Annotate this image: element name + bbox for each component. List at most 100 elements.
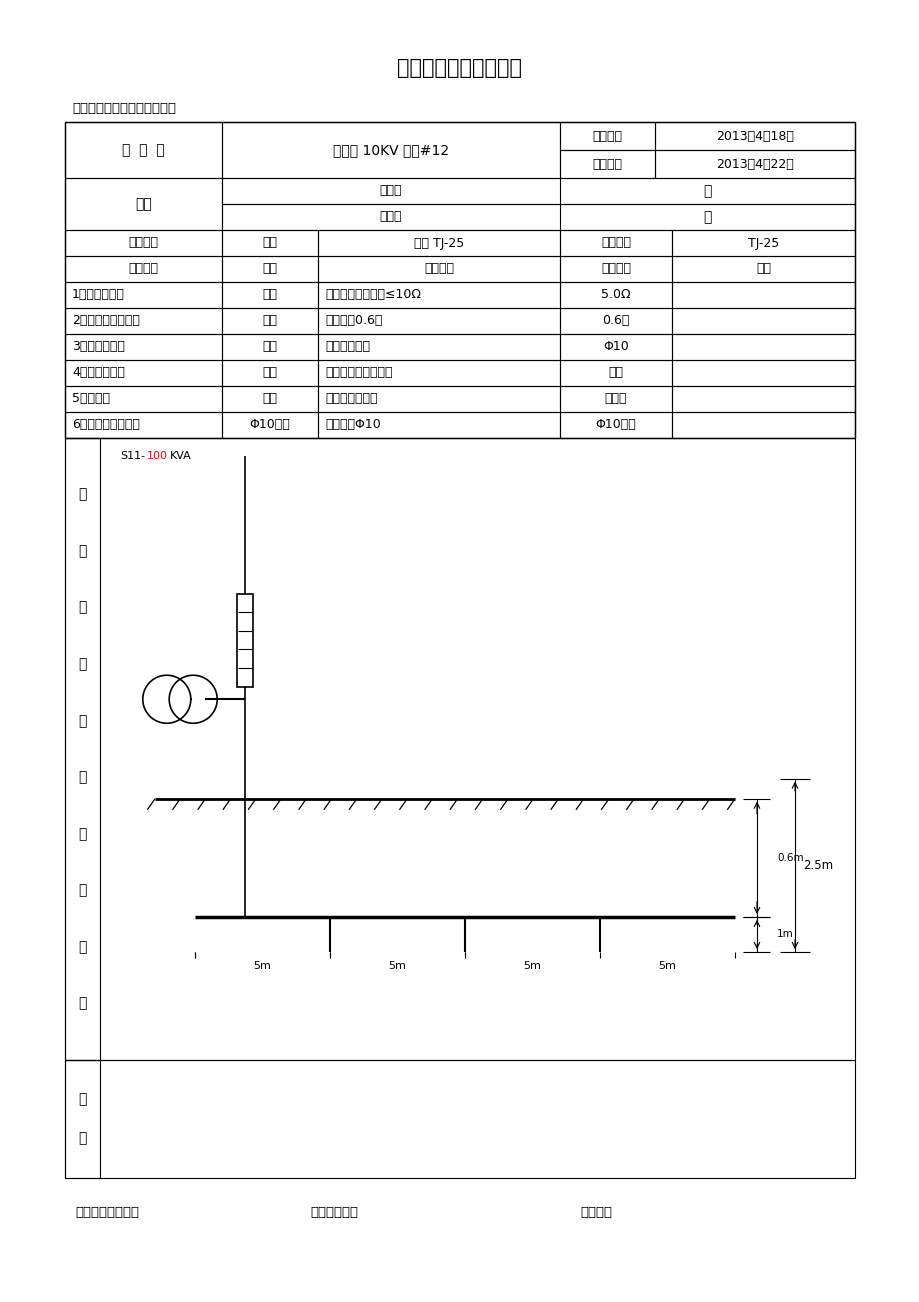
Text: 设计值：Φ10: 设计值：Φ10 [324,418,380,431]
Text: 线型 TJ-25: 线型 TJ-25 [414,237,463,250]
Text: 现场技术负责人：: 现场技术负责人： [75,1207,139,1220]
Bar [65,1060,854,1178]
Text: 接地形式: 接地形式 [129,237,158,250]
Text: 质量标准: 质量标准 [424,263,453,276]
Text: 图: 图 [78,996,86,1010]
Text: 3、引下线安装: 3、引下线安装 [72,341,125,354]
Bar [318,283,560,309]
Bar [221,309,318,335]
Text: 施工线型: 施工线型 [600,237,630,250]
Text: 4、引下线安装: 4、引下线安装 [72,366,125,379]
Bar [671,385,854,411]
Bar [237,594,253,686]
Text: 6、接地带材料规格: 6、接地带材料规格 [72,418,140,431]
Bar [221,178,854,204]
Text: 接地装置施工检查记录: 接地装置施工检查记录 [397,59,522,78]
Bar [560,150,654,178]
Text: 测量时: 测量时 [380,185,402,198]
Bar [221,385,318,411]
Text: 接地良好，工艺美观: 接地良好，工艺美观 [324,366,392,379]
Bar [65,256,221,283]
Bar [671,411,854,437]
Text: 一般: 一般 [262,341,278,354]
Text: 施工时: 施工时 [380,211,402,224]
Bar [560,256,671,283]
Text: 施工负责人：: 施工负责人： [310,1207,357,1220]
Text: 5、回填土: 5、回填土 [72,392,110,405]
Bar [65,359,221,385]
Text: 地: 地 [78,544,86,559]
Bar [560,309,671,335]
Bar [65,385,221,411]
Text: 2013年4月22日: 2013年4月22日 [715,158,793,171]
Text: 装: 装 [78,600,86,615]
Bar [654,150,854,178]
Text: S11-: S11- [119,450,145,461]
Bar [671,309,854,335]
Text: 5.0Ω: 5.0Ω [600,289,630,302]
Text: 5m: 5m [523,961,541,971]
Text: 简: 简 [78,940,86,954]
Text: 嘉漠村 10KV 支线#12: 嘉漠村 10KV 支线#12 [333,143,448,158]
Bar [560,385,671,411]
Bar [65,122,221,178]
Bar [318,385,560,411]
Bar [560,359,671,385]
Bar [671,335,854,359]
Text: 2013年4月18日: 2013年4月18日 [715,129,793,142]
Bar [318,230,560,256]
Text: 符合: 符合 [607,366,623,379]
Text: 敷: 敷 [78,827,86,841]
Bar [671,230,854,256]
Text: 施工时间: 施工时间 [592,129,622,142]
Text: 检查项目: 检查项目 [129,263,158,276]
Text: 2.5m: 2.5m [802,859,833,872]
Bar [671,359,854,385]
Text: 一般: 一般 [262,366,278,379]
Text: Φ10圆钢: Φ10圆钢 [249,418,290,431]
Bar [221,335,318,359]
Text: 置: 置 [78,658,86,672]
Bar [560,230,671,256]
Text: 5m: 5m [658,961,675,971]
Text: 5m: 5m [388,961,406,971]
Text: 注: 注 [78,1131,86,1146]
Text: 晴: 晴 [702,184,711,198]
Text: 设计值：规程要求≤10Ω: 设计值：规程要求≤10Ω [324,289,421,302]
Bar [560,122,654,150]
Bar [65,122,854,437]
Text: 0.6m: 0.6m [777,853,803,863]
Bar [65,1060,100,1178]
Bar [65,309,221,335]
Text: 接: 接 [78,487,86,501]
Bar [318,335,560,359]
Text: 一般: 一般 [262,315,278,328]
Text: 已夯实: 已夯实 [604,392,627,405]
Bar [221,204,854,230]
Bar [65,437,854,1060]
Bar [671,256,854,283]
Text: 1、接地电阻值: 1、接地电阻值 [72,289,125,302]
Bar [318,359,560,385]
Bar [65,437,100,1060]
Bar [318,256,560,283]
Text: 设计: 设计 [262,237,278,250]
Bar [221,230,318,256]
Text: 工程名称：石燕桥嘉漠村工程: 工程名称：石燕桥嘉漠村工程 [72,102,176,115]
Bar [221,256,318,283]
Text: 际: 际 [78,771,86,784]
Bar [654,122,854,150]
Text: 杆  塔  号: 杆 塔 号 [122,143,165,158]
Text: 性质: 性质 [262,263,278,276]
Text: 一般: 一般 [262,392,278,405]
Bar [560,335,671,359]
Text: 设计值：0.6米: 设计值：0.6米 [324,315,382,328]
Text: 按规范要求施工: 按规范要求施工 [324,392,377,405]
Bar [318,309,560,335]
Bar [65,178,221,230]
Bar [560,283,671,309]
Text: 气候: 气候 [135,197,152,211]
Text: 检查人：: 检查人： [579,1207,611,1220]
Text: 备: 备 [78,1092,86,1107]
Text: 检测时间: 检测时间 [592,158,622,171]
